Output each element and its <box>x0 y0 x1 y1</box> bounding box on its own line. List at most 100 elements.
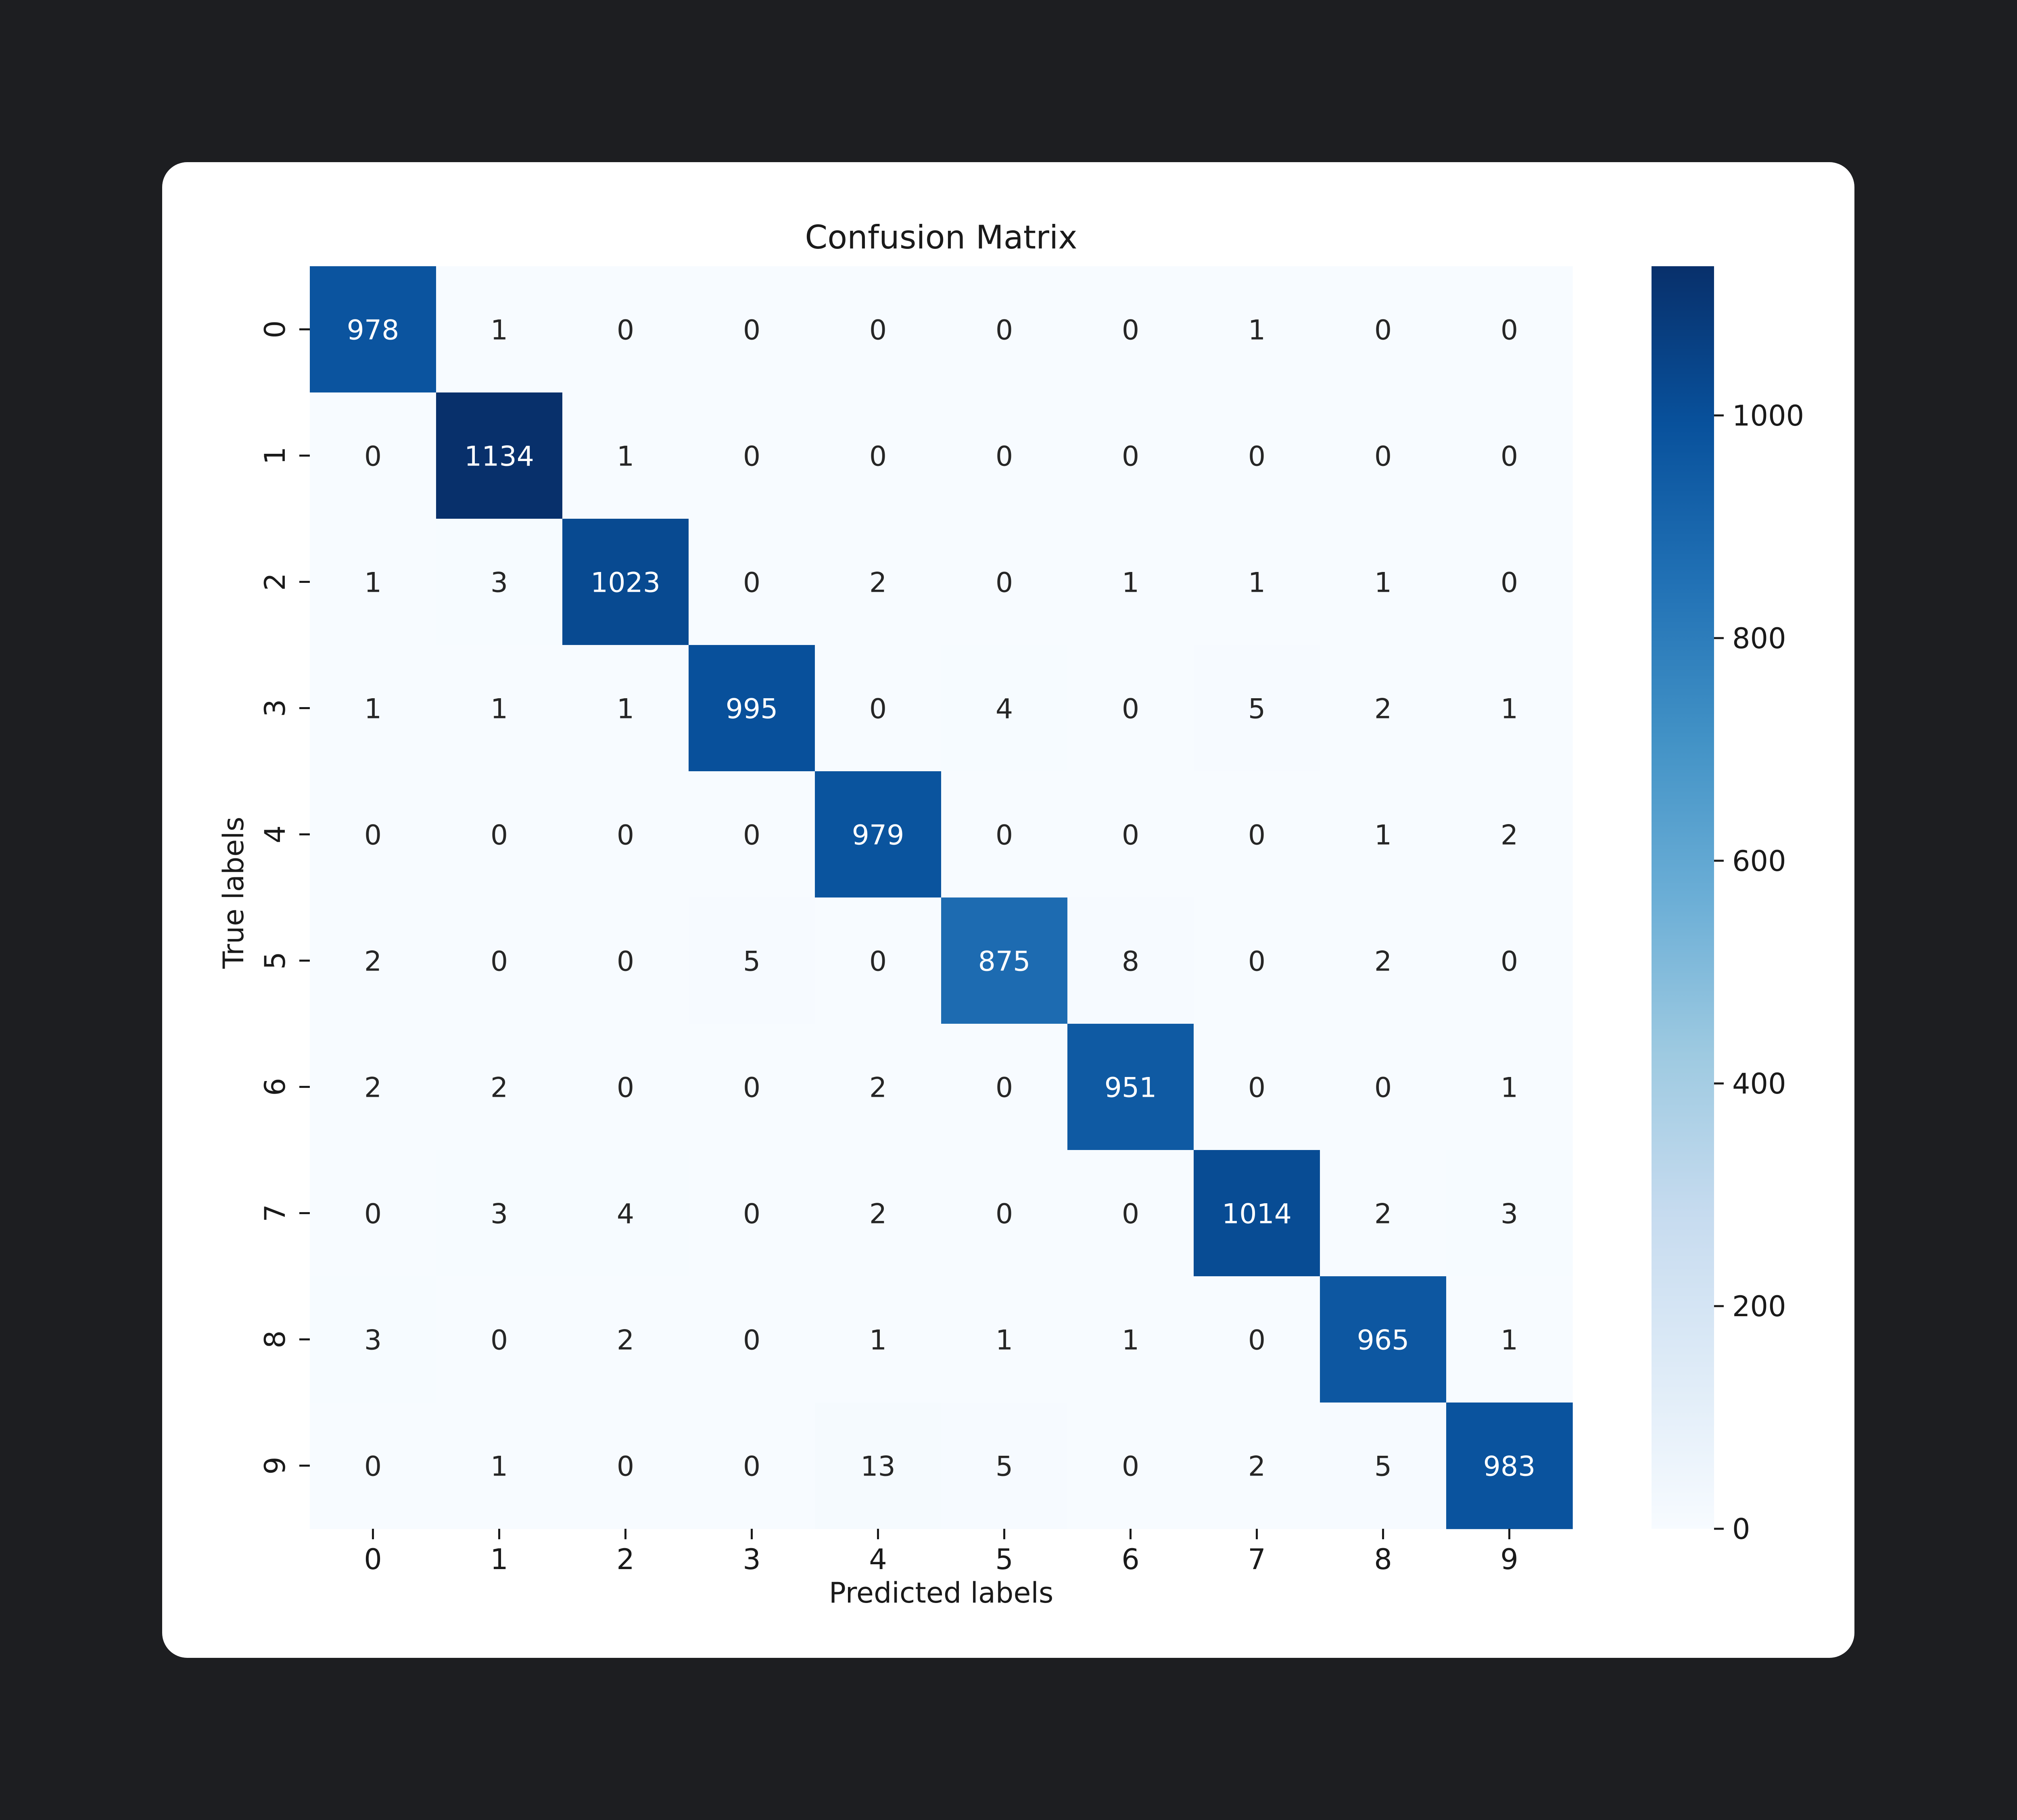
cell-value-label: 0 <box>743 441 760 473</box>
cell-value-label: 0 <box>869 693 887 725</box>
heatmap-cell <box>689 1403 815 1529</box>
cell-value-label: 0 <box>743 1451 760 1483</box>
cell-value-label: 0 <box>1122 1198 1139 1230</box>
heatmap-cell <box>436 519 563 645</box>
heatmap-cell <box>1194 1024 1320 1150</box>
heatmap-cell <box>1446 1403 1573 1529</box>
cell-value-label: 0 <box>1501 567 1518 599</box>
heatmap-cell <box>562 771 689 898</box>
heatmap-cell <box>941 1276 1068 1403</box>
heatmap-cell <box>310 1276 436 1403</box>
heatmap-cell <box>689 392 815 519</box>
cell-value-label: 995 <box>726 693 778 725</box>
cell-value-label: 2 <box>869 567 887 599</box>
heatmap-cell <box>562 1024 689 1150</box>
heatmap-cell <box>310 392 436 519</box>
heatmap-cell <box>310 266 436 393</box>
cell-value-label: 0 <box>1122 441 1139 473</box>
heatmap-cell <box>815 897 942 1024</box>
heatmap-cell <box>689 897 815 1024</box>
heatmap-cell <box>689 1150 815 1277</box>
heatmap-cell <box>562 519 689 645</box>
heatmap-cell <box>815 392 942 519</box>
heatmap-cell <box>941 266 1068 393</box>
y-tick-label: 0 <box>259 320 292 338</box>
heatmap-cell <box>562 1150 689 1277</box>
cell-value-label: 5 <box>996 1451 1013 1483</box>
cell-value-label: 1 <box>1501 1072 1518 1104</box>
heatmap-cell <box>310 897 436 1024</box>
heatmap-cell <box>1446 1150 1573 1277</box>
heatmap-cell <box>815 266 942 393</box>
heatmap-cell <box>436 1150 563 1277</box>
x-tick-label: 9 <box>1500 1543 1518 1576</box>
heatmap-cell <box>689 266 815 393</box>
heatmap-cell <box>1067 1150 1194 1277</box>
heatmap-cell <box>941 1024 1068 1150</box>
y-tick-label: 2 <box>259 573 292 591</box>
y-tick-label: 5 <box>259 952 292 970</box>
cell-value-label: 2 <box>1248 1451 1265 1483</box>
x-axis-label: Predicted labels <box>829 1576 1054 1609</box>
heatmap-cell <box>1320 392 1447 519</box>
heatmap-cell <box>941 1150 1068 1277</box>
cell-value-label: 983 <box>1483 1451 1536 1483</box>
cell-value-label: 1 <box>491 315 508 346</box>
cell-value-label: 1 <box>491 693 508 725</box>
heatmap-cell <box>1067 645 1194 772</box>
cell-value-label: 0 <box>1374 441 1392 473</box>
heatmap-cell <box>1067 1403 1194 1529</box>
cell-value-label: 1014 <box>1222 1198 1292 1230</box>
heatmap-cells: 978 1 0 0 0 0 0 1 0 00 1134 1 0 0 0 0 0 0 01 3 1023 0 2 0 1 1 1 01 1… <box>310 266 1573 1529</box>
cell-value-label: 1 <box>869 1325 887 1357</box>
x-tick-label: 5 <box>995 1543 1013 1576</box>
cell-value-label: 0 <box>869 315 887 346</box>
heatmap-cell <box>310 645 436 772</box>
cell-value-label: 0 <box>491 1325 508 1357</box>
cell-value-label: 1134 <box>464 441 534 473</box>
cell-value-label: 875 <box>978 946 1031 978</box>
heatmap-cell <box>562 1276 689 1403</box>
heatmap-cell <box>310 1403 436 1529</box>
heatmap-cell <box>1446 392 1573 519</box>
cell-value-label: 0 <box>743 1325 760 1357</box>
heatmap-cell <box>310 519 436 645</box>
cell-value-label: 1 <box>1501 1325 1518 1357</box>
heatmap-cell <box>1067 1024 1194 1150</box>
heatmap-cell <box>1320 1276 1447 1403</box>
cell-value-label: 2 <box>869 1198 887 1230</box>
colorbar-tick-label: 800 <box>1732 622 1786 655</box>
heatmap-cell <box>562 645 689 772</box>
heatmap-cell <box>941 519 1068 645</box>
heatmap-cell <box>815 1276 942 1403</box>
heatmap-cell <box>1067 771 1194 898</box>
heatmap-cell <box>689 645 815 772</box>
cell-value-label: 0 <box>743 820 760 852</box>
cell-value-label: 0 <box>1248 1325 1265 1357</box>
cell-value-label: 1 <box>1248 315 1265 346</box>
cell-value-label: 0 <box>1374 315 1392 346</box>
heatmap-cell <box>1194 1276 1320 1403</box>
cell-value-label: 8 <box>1122 946 1139 978</box>
cell-value-label: 0 <box>1501 315 1518 346</box>
cell-value-label: 0 <box>617 820 634 852</box>
heatmap-cell <box>436 266 563 393</box>
cell-value-label: 4 <box>996 693 1013 725</box>
cell-value-label: 0 <box>1501 441 1518 473</box>
colorbar-gradient <box>1652 266 1714 1529</box>
cell-value-label: 1 <box>1248 567 1265 599</box>
heatmap-cell <box>941 1403 1068 1529</box>
cell-value-label: 2 <box>364 946 382 978</box>
cell-value-label: 3 <box>1501 1198 1518 1230</box>
cell-value-label: 0 <box>1248 820 1265 852</box>
cell-value-label: 0 <box>1248 441 1265 473</box>
heatmap-cell <box>436 1024 563 1150</box>
x-tick-label: 4 <box>869 1543 887 1576</box>
heatmap-cell <box>1446 1276 1573 1403</box>
heatmap-cell <box>1320 645 1447 772</box>
cell-value-label: 1023 <box>591 567 660 599</box>
colorbar-tick-label: 200 <box>1732 1290 1786 1323</box>
cell-value-label: 0 <box>617 946 634 978</box>
heatmap-cell <box>562 392 689 519</box>
